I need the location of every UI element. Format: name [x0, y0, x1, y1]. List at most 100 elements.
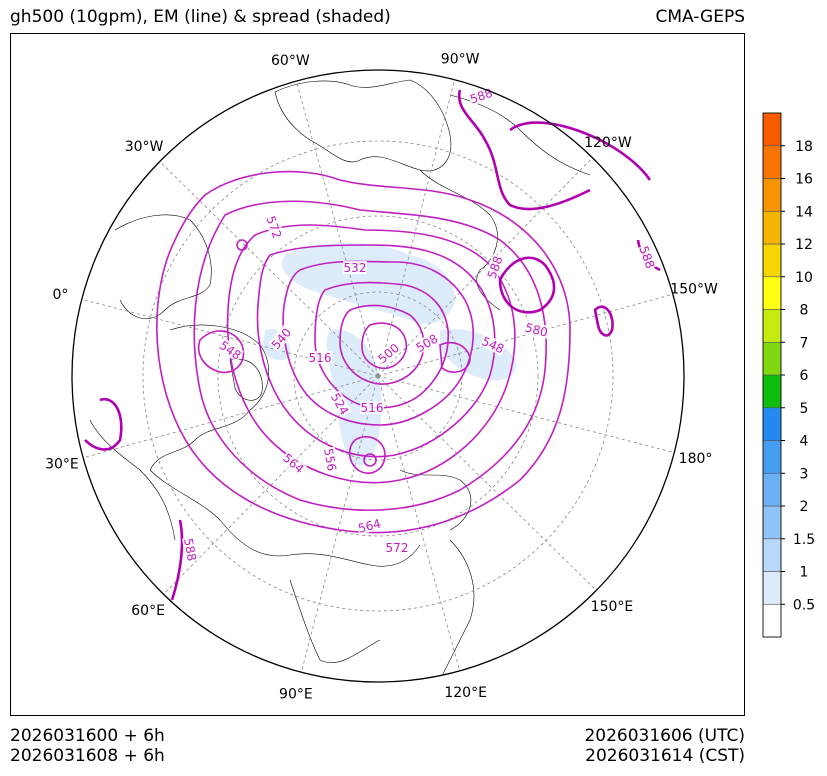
colorbar-tick-label: 10: [795, 270, 813, 286]
contour-label-bg: [413, 331, 441, 355]
contour-label: 556: [321, 447, 339, 472]
colorbar-tick-label: 2: [800, 499, 809, 515]
colorbar-segment: [762, 374, 782, 409]
colorbar-segment: [762, 112, 782, 147]
contour-label: 572: [263, 214, 284, 240]
contour-label-bg: [181, 536, 199, 563]
contour-label-bg: [375, 340, 402, 366]
lon-150e-label: 150°E: [591, 599, 634, 615]
contour-label-bg: [216, 337, 244, 363]
contour-label-bg: [356, 516, 383, 535]
map-frame: [10, 33, 745, 716]
lon-180-label: 180°: [679, 451, 713, 467]
colorbar-segment: [762, 341, 782, 376]
valid-utc: 2026031606 (UTC): [584, 726, 745, 746]
colorbar-segment: [762, 210, 782, 245]
colorbar-tick-label: 7: [800, 335, 809, 351]
valid-time: 2026031606 (UTC) 2026031614 (CST): [584, 726, 745, 766]
lon-90e-label: 90°E: [279, 687, 313, 703]
chart-title: gh500 (10gpm), EM (line) & spread (shade…: [10, 7, 391, 27]
lon-60e-label: 60°E: [131, 603, 165, 619]
colorbar-segment: [762, 178, 782, 212]
colorbar-tick-label: 0.5: [793, 597, 815, 613]
init-time: 2026031600 + 6h 2026031608 + 6h: [10, 726, 165, 766]
colorbar: 0.5 1 1.5 2 3 4 5 6 7 8 10 12 14 16 18: [762, 112, 815, 638]
colorbar-tick-label: 1.5: [793, 532, 815, 548]
model-name: CMA-GEPS: [655, 7, 745, 27]
contour-label-bg: [360, 401, 384, 414]
meridians: [81, 79, 675, 673]
contour-label: 588: [468, 86, 494, 107]
contour-label: 564: [357, 516, 383, 535]
lon-30e-label: 30°E: [45, 457, 79, 473]
colorbar-tick-label: 6: [800, 368, 809, 384]
colorbar-segment: [762, 603, 782, 638]
contour-label: 564: [280, 451, 307, 476]
lon-120e-label: 120°E: [444, 685, 487, 701]
meridian-line: [295, 81, 379, 377]
contour-label-bg: [484, 253, 505, 281]
map-boundary: [71, 69, 685, 683]
valid-cst: 2026031614 (CST): [585, 746, 745, 766]
contour-label-bg: [343, 261, 367, 274]
colorbar-segment: [762, 407, 782, 441]
contour-label-bg: [268, 325, 294, 352]
contour-label-bg: [385, 541, 409, 554]
colorbar-tick-label: 8: [800, 303, 809, 319]
contour-label-bg: [280, 450, 307, 476]
init-utc: 2026031600 + 6h: [10, 726, 165, 746]
colorbar-tick-label: 4: [800, 434, 809, 450]
colorbar-segment: [762, 538, 782, 572]
colorbar-segment: [762, 440, 782, 474]
colorbar-segment: [762, 309, 782, 343]
contour-label-bg: [321, 446, 339, 473]
longitude-labels: 60°W 90°W 30°W 120°W 0° 150°W 30°E 180° 60°E 150°…: [45, 51, 718, 702]
lon-120w-label: 120°W: [584, 135, 632, 151]
colorbar-segment: [762, 571, 782, 605]
contour-label-bg: [264, 213, 285, 241]
lon-150w-label: 150°W: [670, 281, 718, 297]
colorbar-segment: [762, 472, 782, 507]
gh500-contours: [156, 170, 571, 534]
meridian-line: [377, 157, 593, 377]
colorbar-tick-label: 12: [795, 237, 813, 253]
contour-label-bg: [308, 351, 332, 364]
colorbar-segment: [762, 145, 782, 179]
colorbar-tick-label: 5: [800, 401, 809, 417]
lon-90w-label: 90°W: [441, 51, 480, 67]
meridian-line: [377, 375, 597, 591]
meridian-line: [159, 161, 379, 377]
meridian-line: [83, 375, 379, 459]
lon-0-label: 0°: [52, 287, 68, 303]
lon-60w-label: 60°W: [271, 53, 310, 69]
colorbar-tick-label: 1: [800, 565, 809, 581]
contour-label: 572: [386, 541, 409, 555]
contour-label-bg: [523, 320, 550, 339]
contour-label: 588: [636, 244, 657, 270]
contour-label: 580: [524, 320, 550, 339]
colorbar-tick-label: 14: [795, 204, 813, 220]
colorbar-tick-label: 3: [800, 466, 809, 482]
colorbar-segment: [762, 276, 782, 310]
colorbar-segment: [762, 505, 782, 540]
contour-label: 516: [361, 401, 384, 415]
colorbar-tick-label: 18: [795, 139, 813, 155]
contour-label-bg: [637, 243, 658, 271]
colorbar-tick-label: 16: [795, 172, 813, 188]
lon-30w-label: 30°W: [125, 139, 164, 155]
colorbar-segment: [762, 243, 782, 278]
gh500-588-contours: [84, 89, 661, 601]
meridian-line: [377, 293, 673, 377]
init-cst: 2026031608 + 6h: [10, 746, 165, 766]
meridian-line: [377, 375, 461, 671]
contour-label-bg: [479, 333, 507, 356]
meridian-line: [300, 375, 379, 673]
contour-label-bg: [328, 390, 352, 418]
contour-label: 532: [344, 261, 367, 275]
contour-label: 516: [309, 351, 332, 365]
contour-label: 588: [181, 537, 199, 562]
contour-label: 508: [414, 331, 441, 355]
meridian-line: [377, 79, 456, 377]
